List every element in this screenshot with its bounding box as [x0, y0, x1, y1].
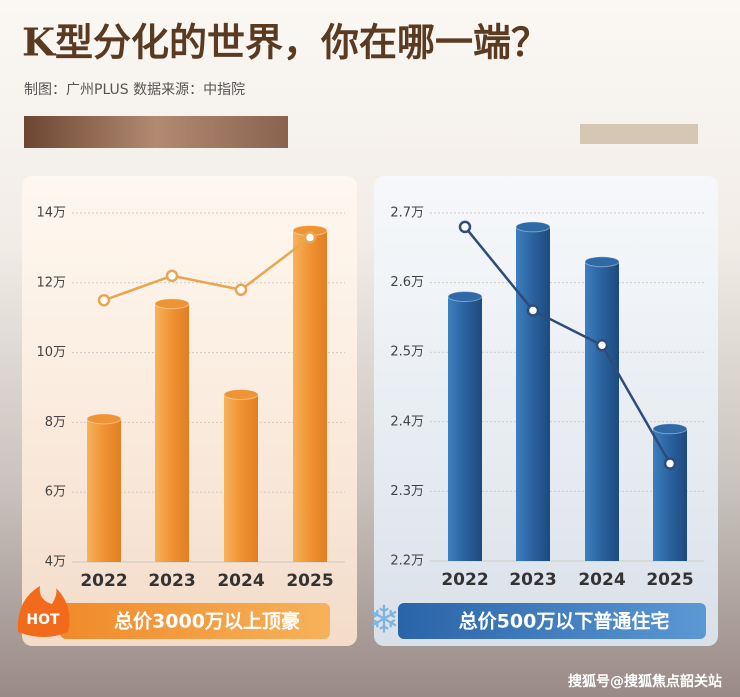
x-tick-label: 2023 [148, 571, 195, 591]
trend-line [464, 226, 672, 465]
watermark: 搜狐号@搜狐焦点韶关站 [568, 673, 722, 690]
bar [224, 394, 258, 562]
x-tick-label: 2022 [80, 571, 127, 591]
title: K型分化的世界，你在哪一端？ [22, 20, 549, 65]
y-tick-label: 10万 [36, 345, 66, 360]
x-tick-label: 2023 [509, 570, 556, 590]
caption: 总价500万以下普通住宅 [459, 610, 670, 633]
trend-point [97, 294, 111, 307]
bar [653, 428, 687, 561]
trend-point [234, 283, 248, 297]
caption: 总价3000万以上顶豪 [114, 610, 300, 633]
x-tick-label: 2025 [646, 570, 693, 590]
y-tick-label: 2.6万 [390, 275, 424, 290]
y-tick-label: 8万 [45, 415, 66, 430]
y-tick-label: 12万 [36, 275, 66, 290]
bar [585, 261, 619, 561]
y-tick-label: 2.3万 [390, 484, 424, 499]
trend-point [663, 457, 677, 470]
y-tick-label: 2.2万 [390, 554, 424, 569]
trend-point [165, 269, 179, 283]
trend-point [303, 231, 317, 244]
caption-banner [60, 603, 330, 639]
x-tick-label: 2025 [286, 571, 333, 591]
subtitle: 制图：广州PLUS 数据来源：中指院 [24, 82, 245, 98]
bar [516, 226, 550, 562]
trend-point [595, 338, 609, 352]
y-tick-label: 14万 [36, 206, 66, 221]
bar-cap [447, 291, 483, 303]
trend-line [103, 236, 311, 302]
bar-cap [652, 423, 688, 435]
badge-flame [17, 586, 70, 637]
bar-cap [584, 256, 620, 268]
y-tick-label: 4万 [45, 555, 66, 570]
bar-cap [154, 298, 190, 310]
y-tick-label: 2.7万 [390, 206, 424, 221]
x-tick-label: 2022 [441, 570, 488, 590]
trend-point [526, 304, 540, 317]
bar-cap [223, 388, 259, 400]
y-tick-label: 2.4万 [390, 414, 424, 429]
badge: HOT [26, 612, 60, 628]
x-tick-label: 2024 [578, 570, 625, 590]
y-tick-label: 2.5万 [390, 345, 424, 360]
snowflake: ❄ [368, 598, 400, 642]
trend-point [458, 220, 472, 234]
bar [87, 418, 121, 562]
x-tick-label: 2024 [217, 571, 264, 591]
bar [293, 230, 327, 562]
y-tick-label: 6万 [45, 485, 66, 500]
bar [448, 296, 482, 561]
bar-cap [86, 413, 122, 425]
bar-cap [515, 221, 551, 233]
bar [155, 303, 189, 562]
decor-strip [24, 116, 288, 148]
caption-banner [398, 603, 706, 639]
decor-strip [580, 124, 698, 144]
